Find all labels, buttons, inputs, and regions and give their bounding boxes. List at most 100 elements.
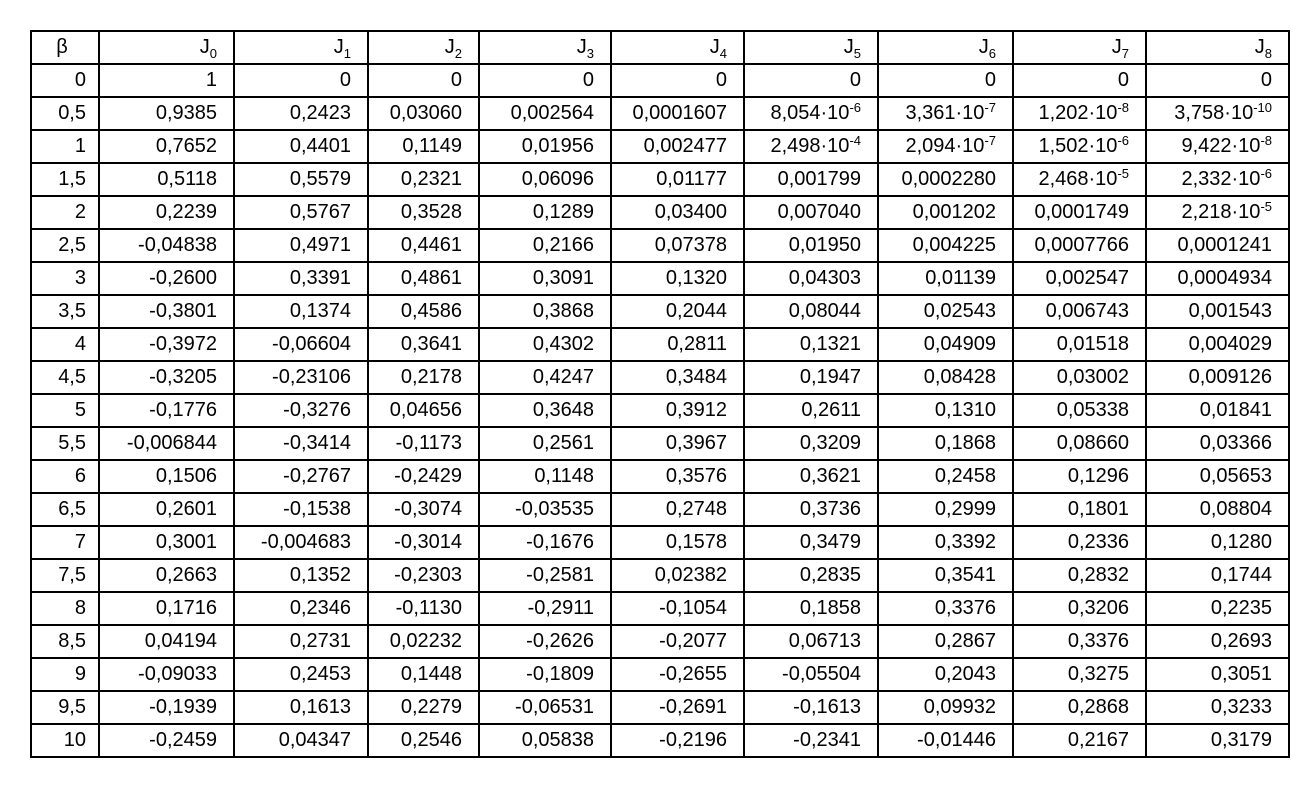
bessel-value-cell: 0,04347 [233, 723, 369, 758]
beta-value-cell: 8 [30, 591, 100, 626]
bessel-value-cell: 0,1578 [610, 525, 745, 560]
bessel-value-cell: 0,006743 [1012, 294, 1147, 329]
bessel-value-cell: 0,001799 [743, 162, 879, 197]
bessel-value-cell: -0,2600 [98, 261, 235, 296]
column-header-j6: J6 [877, 30, 1014, 65]
beta-value-cell: 6,5 [30, 492, 100, 527]
bessel-value-cell: 0,3051 [1145, 657, 1290, 692]
bessel-value-cell: 0,2321 [367, 162, 480, 197]
bessel-value-cell: 0,1801 [1012, 492, 1147, 527]
bessel-value-cell: 0,3528 [367, 195, 480, 230]
table-row: 1,5 0,5118 0,5579 0,2321 0,06096 0,01177 0,001… [30, 162, 1290, 197]
table-row: 5 -0,1776 -0,3276 0,04656 0,3648 0,3912 0,2611… [30, 393, 1290, 428]
bessel-value-cell: -0,2767 [233, 459, 369, 494]
subscript: 6 [988, 46, 996, 61]
table-row: 2,5 -0,04838 0,4971 0,4461 0,2166 0,07378 0,01… [30, 228, 1290, 263]
column-header-j0: J0 [98, 30, 235, 65]
bessel-value-cell: 0,02232 [367, 624, 480, 659]
bessel-value-cell: -0,1939 [98, 690, 235, 725]
column-header-beta: β [30, 30, 100, 65]
bessel-value-cell: 0,3484 [610, 360, 745, 395]
bessel-value-cell: 0,3206 [1012, 591, 1147, 626]
bessel-value-cell: 0 [1145, 63, 1290, 98]
bessel-value-cell: 0,1352 [233, 558, 369, 593]
subscript: 7 [1121, 46, 1129, 61]
bessel-value-cell: 0,4302 [478, 327, 612, 362]
bessel-value-cell: 0,2043 [877, 657, 1014, 692]
bessel-value-cell: 8,054·10-6 [743, 96, 879, 131]
bessel-value-cell: 0,02543 [877, 294, 1014, 329]
bessel-value-cell: -0,2429 [367, 459, 480, 494]
bessel-value-cell: 0,1868 [877, 426, 1014, 461]
bessel-value-cell: 0,01177 [610, 162, 745, 197]
bessel-value-cell: 0,04656 [367, 393, 480, 428]
bessel-value-cell: 0,01518 [1012, 327, 1147, 362]
beta-value-cell: 6 [30, 459, 100, 494]
table-row: 1 0,7652 0,4401 0,1149 0,01956 0,002477 2,498·… [30, 129, 1290, 164]
exponent: -5 [1117, 166, 1129, 181]
exponent: -5 [1260, 199, 1272, 214]
bessel-value-cell: 0,2336 [1012, 525, 1147, 560]
bessel-value-cell: 0,1149 [367, 129, 480, 164]
bessel-value-cell: 9,422·10-8 [1145, 129, 1290, 164]
bessel-value-cell: -0,3276 [233, 393, 369, 428]
subscript: 3 [586, 46, 594, 61]
bessel-value-cell: 0,06096 [478, 162, 612, 197]
bessel-value-cell: -0,1538 [233, 492, 369, 527]
table-row: 9,5 -0,1939 0,1613 0,2279 -0,06531 -0,2691 -0,… [30, 690, 1290, 725]
bessel-value-cell: 0,001543 [1145, 294, 1290, 329]
bessel-table: β J0 J1 J2 J3 J4 J5 J6 J7 J8 0 1 0 0 0 0 0 0 0 0 0,5 0,9385 0… [30, 30, 1290, 758]
table-row: 0,5 0,9385 0,2423 0,03060 0,002564 0,0001607 8… [30, 96, 1290, 131]
bessel-value-cell: 0,3541 [877, 558, 1014, 593]
table-row: 3,5 -0,3801 0,1374 0,4586 0,3868 0,2044 0,0804… [30, 294, 1290, 329]
bessel-value-cell: -0,1054 [610, 591, 745, 626]
bessel-value-cell: 0,4971 [233, 228, 369, 263]
bessel-value-cell: 0,3233 [1145, 690, 1290, 725]
subscript: 0 [209, 46, 217, 61]
bessel-value-cell: 0 [610, 63, 745, 98]
bessel-value-cell: 0,2235 [1145, 591, 1290, 626]
bessel-value-cell: 0,2868 [1012, 690, 1147, 725]
bessel-value-cell: 0,3209 [743, 426, 879, 461]
subscript: 1 [343, 46, 351, 61]
bessel-value-cell: 0,0001749 [1012, 195, 1147, 230]
bessel-value-cell: 0,1858 [743, 591, 879, 626]
bessel-value-cell: 0,1310 [877, 393, 1014, 428]
bessel-value-cell: 1,502·10-6 [1012, 129, 1147, 164]
table-row: 2 0,2239 0,5767 0,3528 0,1289 0,03400 0,007040… [30, 195, 1290, 230]
bessel-value-cell: -0,05504 [743, 657, 879, 692]
beta-value-cell: 4 [30, 327, 100, 362]
beta-value-cell: 0,5 [30, 96, 100, 131]
bessel-value-cell: 0,1296 [1012, 459, 1147, 494]
bessel-value-cell: 0,002547 [1012, 261, 1147, 296]
beta-value-cell: 3,5 [30, 294, 100, 329]
table-head: β J0 J1 J2 J3 J4 J5 J6 J7 J8 [30, 30, 1290, 65]
bessel-value-cell: 0,4401 [233, 129, 369, 164]
bessel-value-cell: 0,0002280 [877, 162, 1014, 197]
bessel-value-cell: -0,2911 [478, 591, 612, 626]
bessel-value-cell: 0,07378 [610, 228, 745, 263]
bessel-value-cell: 0,1280 [1145, 525, 1290, 560]
bessel-value-cell: -0,1809 [478, 657, 612, 692]
bessel-value-cell: 0,009126 [1145, 360, 1290, 395]
bessel-value-cell: 2,498·10-4 [743, 129, 879, 164]
bessel-value-cell: 0,1613 [233, 690, 369, 725]
bessel-value-cell: 0,4247 [478, 360, 612, 395]
beta-value-cell: 4,5 [30, 360, 100, 395]
bessel-value-cell: -0,006844 [98, 426, 235, 461]
bessel-value-cell: 0,1320 [610, 261, 745, 296]
bessel-value-cell: 0,3912 [610, 393, 745, 428]
bessel-value-cell: 0,2999 [877, 492, 1014, 527]
bessel-value-cell: 0,2663 [98, 558, 235, 593]
table-row: 10 -0,2459 0,04347 0,2546 0,05838 -0,2196 -0,2… [30, 723, 1290, 758]
bessel-value-cell: 0,2178 [367, 360, 480, 395]
bessel-value-cell: 0,3392 [877, 525, 1014, 560]
bessel-value-cell: 0,2239 [98, 195, 235, 230]
bessel-value-cell: 0 [367, 63, 480, 98]
exponent: -8 [1117, 100, 1129, 115]
bessel-value-cell: 0,2044 [610, 294, 745, 329]
bessel-value-cell: 0,4461 [367, 228, 480, 263]
beta-value-cell: 5,5 [30, 426, 100, 461]
column-header-j8: J8 [1145, 30, 1290, 65]
table-row: 4,5 -0,3205 -0,23106 0,2178 0,4247 0,3484 0,19… [30, 360, 1290, 395]
